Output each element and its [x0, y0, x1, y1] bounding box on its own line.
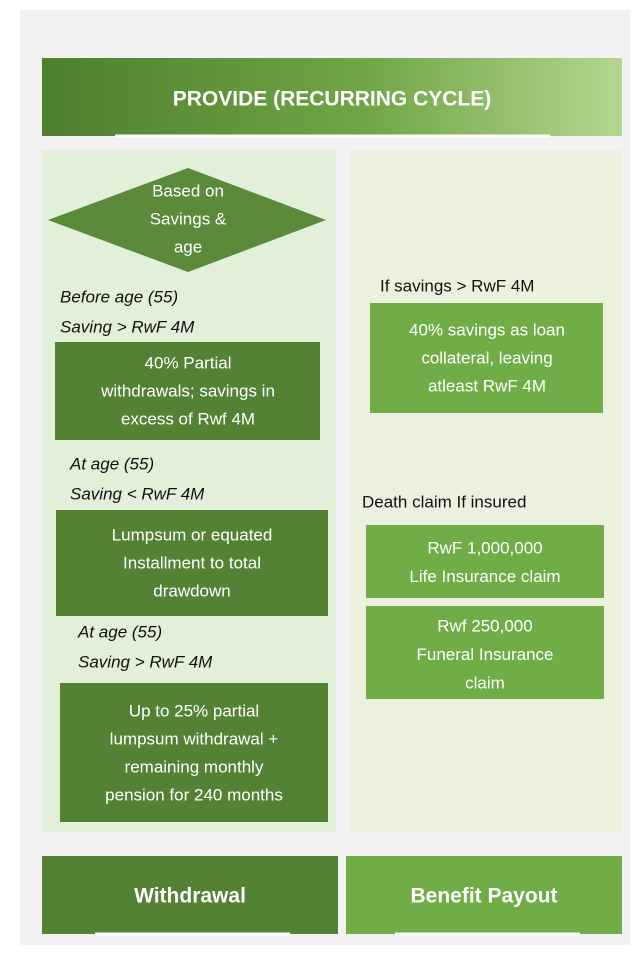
claim-box: [366, 606, 604, 699]
action-text: lumpsum withdrawal +: [110, 729, 279, 748]
claim-text: Rwf 250,000: [437, 616, 532, 635]
condition: Saving < RwF 4M: [70, 484, 205, 503]
claim-text: claim: [465, 673, 505, 692]
condition: Death claim If insured: [362, 492, 526, 511]
action-text: drawdown: [153, 581, 231, 600]
action-text: atleast RwF 4M: [428, 376, 546, 395]
benefit-box: [346, 856, 622, 934]
withdrawal-box: [42, 856, 338, 934]
action-box: [55, 342, 320, 440]
action-box: [60, 683, 328, 822]
action-box: [56, 510, 328, 616]
action-text: Lumpsum or equated: [112, 525, 273, 544]
claim-text: Life Insurance claim: [409, 567, 560, 586]
header-title: PROVIDE (RECURRING CYCLE): [173, 88, 492, 111]
action-text: Installment to total: [123, 553, 261, 572]
condition: Before age (55): [60, 287, 178, 306]
action-text: 40% savings as loan: [409, 320, 565, 339]
withdrawal-label: Withdrawal: [134, 885, 246, 908]
decision-text: Savings &: [150, 209, 227, 228]
action-text: withdrawals; savings in: [100, 381, 275, 400]
action-text: remaining monthly: [125, 757, 264, 776]
decision-text: age: [174, 237, 202, 256]
action-text: collateral, leaving: [421, 348, 552, 367]
condition: At age (55): [77, 622, 162, 641]
benefit-panel: [350, 150, 622, 832]
condition: Saving > RwF 4M: [78, 652, 213, 671]
claim-text: RwF 1,000,000: [427, 538, 542, 557]
action-text: Up to 25% partial: [129, 701, 259, 720]
condition: If savings > RwF 4M: [380, 276, 534, 295]
benefit-label: Benefit Payout: [410, 885, 557, 908]
condition: Saving > RwF 4M: [60, 317, 195, 336]
decision-text: Based on: [152, 181, 224, 200]
claim-box: [366, 525, 604, 598]
action-text: pension for 240 months: [105, 785, 283, 804]
header-banner: [42, 58, 622, 136]
claim-text: Funeral Insurance: [416, 645, 553, 664]
action-text: excess of Rwf 4M: [121, 409, 255, 428]
condition: At age (55): [69, 454, 154, 473]
action-text: 40% Partial: [145, 353, 232, 372]
action-box: [370, 303, 603, 413]
decision-diamond: [48, 168, 326, 272]
